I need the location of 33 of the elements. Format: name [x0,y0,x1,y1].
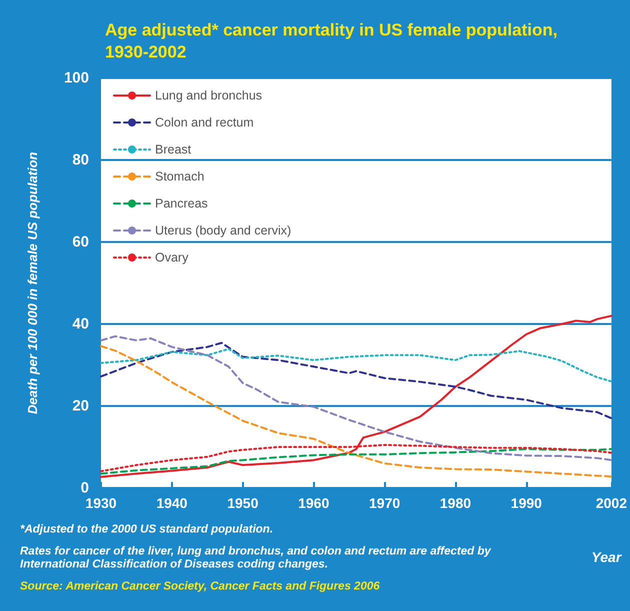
legend-label: Ovary [155,250,190,264]
y-tick-label: 80 [72,152,89,168]
y-tick-label: 20 [72,398,89,414]
x-tick-label: 2002 [596,495,628,511]
line-series [100,448,612,475]
y-tick-label: 60 [72,234,89,250]
text: *Adjusted to the 2000 US standard population. [20,524,274,536]
text: Rates for cancer of the liver, lung and bronchus, and colon and rectum are affected by International Classification of Diseases coding changes. [20,546,492,570]
x-tick-label: 1990 [510,495,542,511]
x-tick-label: 1940 [156,495,188,511]
y-tick-label: 100 [64,70,89,86]
line-series [100,348,612,382]
source-note: Source: American Cancer Society, Cancer Facts and Figures 2006 [20,580,380,592]
line-series [100,314,612,478]
y-tick-label: 40 [72,316,89,332]
x-tick-label: 1960 [298,495,330,511]
line-series [100,342,612,420]
x-tick-label: 1980 [440,495,472,511]
x-tick-label: 1970 [368,495,400,511]
x-tick-label: 1950 [227,495,259,511]
y-tick-label: 0 [80,480,89,496]
legend-label: Uterus (body and cervix) [155,224,292,238]
chart-title: Age adjusted* cancer mortality in US female population, 1930-2002 [105,20,558,62]
legend-label: Stomach [155,170,204,184]
line-series [100,345,612,478]
legend-label: Lung and bronchus [155,88,262,102]
x-tick-label: 1930 [85,495,117,511]
legend-label: Breast [155,142,192,156]
line-series [100,335,612,462]
legend-label: Pancreas [155,196,208,210]
y-axis-title: Death per 100 000 in female US population [25,152,40,414]
x-axis-title: Year [591,549,623,565]
legend-label: Colon and rectum [155,116,254,130]
